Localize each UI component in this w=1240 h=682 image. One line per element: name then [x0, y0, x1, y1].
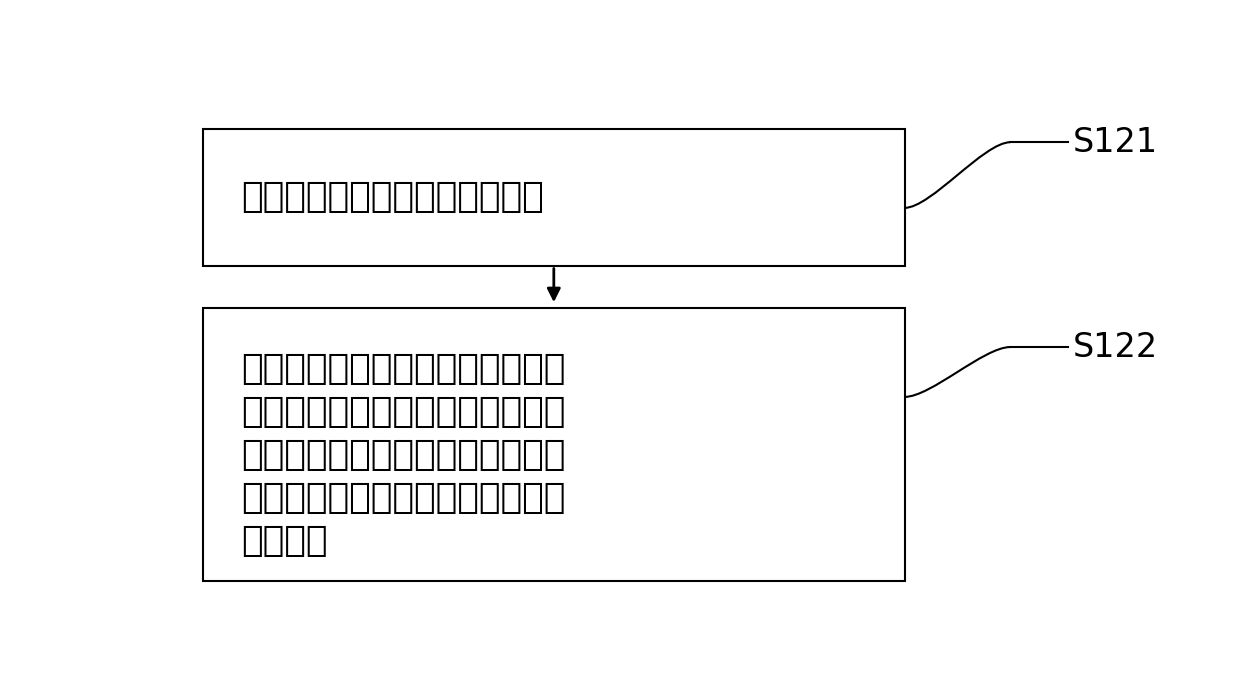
Text: 检测各电源单体的当前输出电压: 检测各电源单体的当前输出电压 — [242, 180, 544, 214]
Text: S122: S122 — [1073, 331, 1158, 364]
Text: 判断各电源单体的当前输出电压的: 判断各电源单体的当前输出电压的 — [242, 351, 565, 385]
Text: 压调节。: 压调节。 — [242, 524, 329, 558]
FancyBboxPatch shape — [203, 308, 905, 581]
Text: 围内，如是，确定为无需进行电压: 围内，如是，确定为无需进行电压 — [242, 438, 565, 472]
Text: S121: S121 — [1073, 125, 1158, 159]
Text: 调节，如否，则确定为需要进行电: 调节，如否，则确定为需要进行电 — [242, 481, 565, 515]
Text: 分布区间是否在预定的标准区间范: 分布区间是否在预定的标准区间范 — [242, 395, 565, 428]
FancyBboxPatch shape — [203, 129, 905, 266]
